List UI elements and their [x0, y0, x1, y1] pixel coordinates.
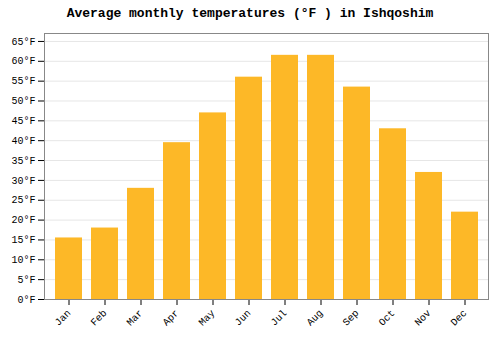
svg-text:45°F: 45°F [11, 116, 35, 127]
svg-text:Apr: Apr [161, 308, 182, 329]
svg-text:May: May [197, 308, 218, 329]
svg-text:15°F: 15°F [11, 235, 35, 246]
svg-text:40°F: 40°F [11, 136, 35, 147]
svg-text:35°F: 35°F [11, 156, 35, 167]
svg-text:Mar: Mar [125, 308, 146, 329]
svg-text:20°F: 20°F [11, 215, 35, 226]
svg-text:50°F: 50°F [11, 96, 35, 107]
svg-text:Sep: Sep [341, 308, 362, 329]
svg-text:25°F: 25°F [11, 195, 35, 206]
svg-text:Dec: Dec [449, 308, 470, 329]
svg-text:Aug: Aug [305, 308, 326, 329]
svg-text:5°F: 5°F [17, 275, 35, 286]
svg-text:Jul: Jul [269, 308, 290, 329]
svg-text:65°F: 65°F [11, 37, 35, 48]
svg-text:30°F: 30°F [11, 176, 35, 187]
svg-text:0°F: 0°F [17, 295, 35, 306]
svg-text:60°F: 60°F [11, 56, 35, 67]
svg-text:Oct: Oct [377, 308, 398, 329]
svg-text:Jan: Jan [53, 308, 74, 329]
svg-text:Jun: Jun [233, 308, 254, 329]
svg-text:Nov: Nov [413, 308, 434, 329]
svg-text:55°F: 55°F [11, 76, 35, 87]
svg-text:10°F: 10°F [11, 255, 35, 266]
html-text:Average monthly temperatures (: Average monthly temperatures (°F ) in Is… [66, 6, 434, 21]
svg-text:Feb: Feb [89, 308, 110, 329]
